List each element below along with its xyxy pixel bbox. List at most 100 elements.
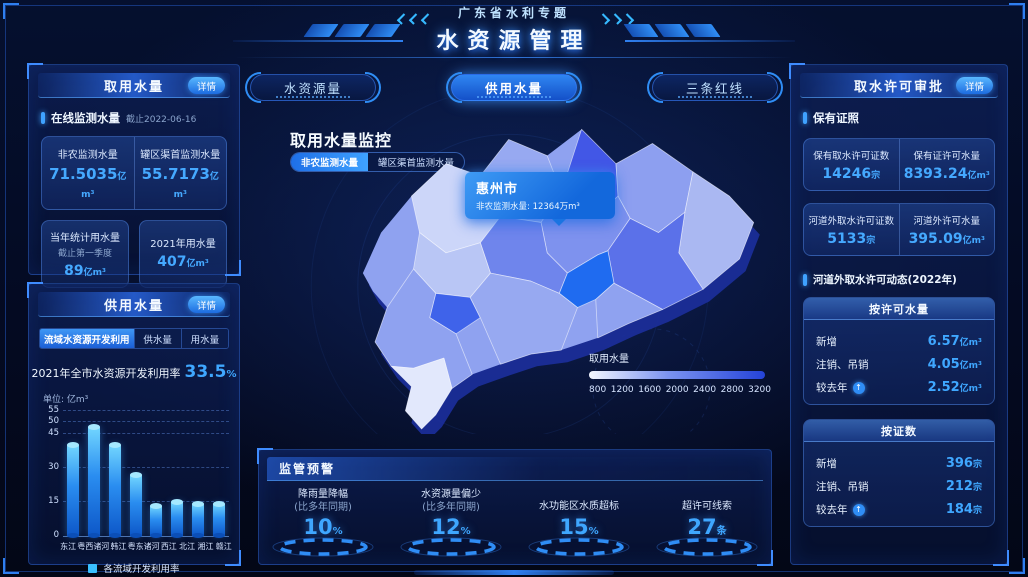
- legend-swatch-icon: [88, 563, 98, 573]
- row-cancelled: 注销、吊销 212宗: [816, 479, 982, 494]
- panel-water-intake-title: 取用水量: [103, 79, 164, 95]
- chart-unit-label: 单位: 亿m³: [43, 395, 89, 405]
- tooltip-city: 惠州市: [476, 182, 519, 197]
- header-stripes-left: [303, 24, 401, 37]
- stat-current-year-value: 89亿m³: [64, 263, 106, 279]
- group-by-volume: 按许可水量 新增 6.57亿m³ 注销、吊销 4.05亿m³ 较去年 ↑ 2.52…: [803, 297, 995, 405]
- panel-supply-title: 供用水量: [103, 298, 164, 314]
- license-section-label: 保有证照: [813, 111, 859, 125]
- bar: [150, 503, 163, 538]
- frame-corner: [1009, 558, 1025, 574]
- y-axis-tick: 55: [48, 405, 59, 415]
- stat-canal-value: 55.7173亿m³: [141, 165, 219, 200]
- bar: [212, 501, 225, 538]
- online-monitor-asof: 截止2022-06-16: [126, 115, 197, 125]
- header-stripes-right: [623, 24, 721, 37]
- pedestal-ring-icon: [400, 537, 502, 557]
- permit-detail-button[interactable]: 详情: [955, 77, 993, 94]
- supply-tabs: 流域水资源开发利用 供水量 用水量: [39, 328, 229, 349]
- license-card-2: 河道外取水许可证数 5133宗 河道外许可水量 395.09亿m³: [803, 203, 995, 256]
- pedestal-ring-icon: [528, 537, 630, 556]
- gridline: [63, 421, 229, 423]
- panel-supply-header: 供用水量 详情: [38, 292, 230, 317]
- x-axis-label: 赣江: [215, 542, 232, 551]
- stat-nonfarm: 非农监测水量 71.5035亿m³: [42, 137, 134, 209]
- permit-header: 取水许可审批 详情: [800, 73, 998, 98]
- stat-license-count: 保有取水许可证数 14246宗: [813, 151, 890, 182]
- page-subtitle: 广东省水利专题: [457, 6, 570, 20]
- stat-nonfarm-value: 71.5035亿m³: [49, 165, 127, 200]
- stat-2021-usage: 2021年用水量 407亿m³: [139, 220, 227, 288]
- row-new: 新增 396宗: [816, 456, 982, 471]
- dynamic-section: 河道外取水许可动态(2022年): [803, 272, 995, 287]
- tab-basin-utilization[interactable]: 流域水资源开发利用: [40, 329, 134, 348]
- tab-supply-usage[interactable]: 供用水量: [446, 72, 582, 103]
- tab-three-red-lines[interactable]: 三条红线: [647, 72, 783, 103]
- panel-permit-approval: 取水许可审批 详情 保有证照 保有取水许可证数 14246宗 保有证许可水量 8…: [789, 63, 1009, 566]
- tab-water-resources[interactable]: 水资源量: [245, 72, 381, 103]
- up-arrow-icon: ↑: [852, 381, 865, 394]
- warning-item-resource: 水资源量偏少 (比多年同期) 12%: [391, 489, 511, 563]
- map-legend-ticks: 800 1200 1600 2000 2400 2800 3200: [589, 385, 771, 395]
- x-axis-label: 北江: [179, 542, 196, 551]
- basin-chart-xlabels: 东江 粤西诸河 韩江 粤东诸河 西江 北江 湘江 赣江: [59, 541, 233, 552]
- utilization-rate-label: 2021年全市水资源开发利用率: [31, 367, 181, 380]
- monitor-legend-tabs: 非农监测水量 罐区渠首监测水量: [290, 152, 466, 172]
- panel-supervision-warning: 监管预警 降雨量降幅 (比多年同期) 10% 水资源量偏少 (比多年同期) 12%: [257, 448, 773, 566]
- tab-supply-volume[interactable]: 供水量: [133, 329, 181, 348]
- bullet-icon: [803, 112, 807, 124]
- y-axis-tick: 45: [48, 427, 59, 438]
- gridline: [63, 432, 229, 434]
- up-arrow-icon: ↑: [852, 503, 865, 516]
- gridline: [63, 500, 229, 502]
- bar: [171, 498, 184, 539]
- utilization-rate-value: 33.5: [184, 362, 227, 382]
- group-by-volume-title: 按许可水量: [804, 298, 994, 320]
- map-legend-title: 取用水量: [589, 354, 629, 365]
- bar: [108, 442, 121, 538]
- warning-item-permit-clues: 超许可线索 27条: [647, 489, 767, 563]
- license-section: 保有证照: [803, 110, 995, 126]
- group-by-count: 按证数 新增 396宗 注销、吊销 212宗 较去年 ↑ 184宗: [803, 419, 995, 527]
- pill-nonfarm[interactable]: 非农监测水量: [291, 153, 369, 171]
- tab-usage-volume[interactable]: 用水量: [180, 329, 228, 348]
- tooltip-value-line: 非农监测水量: 12364万m³: [476, 202, 580, 212]
- bullet-icon: [803, 273, 807, 286]
- license-card-1: 保有取水许可证数 14246宗 保有证许可水量 8393.24亿m³: [803, 138, 995, 191]
- stat-2021-usage-value: 407亿m³: [157, 254, 209, 270]
- bar: [88, 423, 101, 539]
- map-legend: 取用水量 800 1200 1600 2000 2400 2800 3200: [589, 350, 771, 395]
- warning-item-rainfall: 降雨量降幅 (比多年同期) 10%: [263, 489, 383, 563]
- bar: [129, 471, 142, 539]
- row-vs-last-year: 较去年 ↑ 2.52亿m³: [816, 380, 982, 395]
- warning-items: 降雨量降幅 (比多年同期) 10% 水资源量偏少 (比多年同期) 12% 水功能区水…: [259, 489, 771, 563]
- pedestal-ring-icon: [656, 537, 758, 556]
- warning-header: 监管预警: [267, 457, 763, 481]
- warning-title: 监管预警: [279, 462, 336, 476]
- intake-detail-button[interactable]: 详情: [187, 77, 225, 94]
- x-axis-label: 湘江: [197, 542, 214, 551]
- online-monitor-card: 非农监测水量 71.5035亿m³ 罐区渠首监测水量 55.7173亿m³: [41, 136, 227, 210]
- basin-chart-legend-label: 各流域开发利用率: [103, 564, 180, 575]
- bottom-accent-bar: [414, 570, 614, 575]
- stat-canal-label: 罐区渠首监测水量: [140, 150, 221, 161]
- x-axis-label: 韩江: [110, 542, 127, 551]
- frame-corner: [3, 558, 19, 574]
- page-title: 水资源管理: [436, 29, 592, 54]
- pill-canal[interactable]: 罐区渠首监测水量: [378, 158, 455, 169]
- y-axis-tick: 15: [48, 495, 59, 506]
- panel-water-intake-header: 取用水量 详情: [38, 73, 230, 98]
- map-legend-gradient: [589, 371, 765, 379]
- warning-item-quality: 水功能区水质超标 15%: [519, 489, 639, 563]
- monitor-title: 取用水量监控: [290, 131, 393, 150]
- online-monitor-label: 在线监测水量: [51, 111, 120, 125]
- supply-detail-button[interactable]: 详情: [187, 296, 225, 313]
- header-divider: [235, 57, 793, 58]
- bar: [67, 442, 80, 538]
- stat-nonfarm-label: 非农监测水量: [57, 150, 118, 161]
- stat-current-year-label: 当年统计用水量: [50, 233, 120, 244]
- stat-outriver-count: 河道外取水许可证数 5133宗: [808, 216, 894, 247]
- utilization-rate-line: 2021年全市水资源开发利用率 33.5%: [31, 362, 237, 382]
- page-header: 广东省水利专题 水资源管理: [0, 4, 1028, 55]
